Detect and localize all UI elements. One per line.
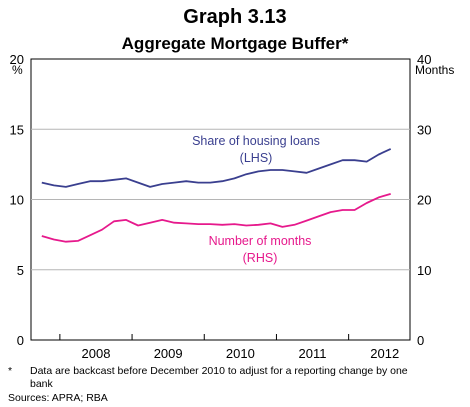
left-tick-label: 10: [10, 193, 24, 208]
right-tick-label: 30: [417, 122, 431, 137]
right-tick-label: 10: [417, 263, 431, 278]
series-label-share: Share of housing loans: [192, 134, 320, 148]
right-tick-label: 40: [417, 52, 431, 67]
footnote-text: Data are backcast before December 2010 t…: [30, 365, 408, 390]
series-axis-label-share: (LHS): [240, 151, 273, 165]
left-tick-label: 15: [10, 122, 24, 137]
series-label-months: Number of months: [209, 234, 312, 248]
series-axis-label-months: (RHS): [243, 251, 278, 265]
right-tick-label: 0: [417, 333, 424, 348]
x-axis-labels: 2008 2009 2010 2011 2012: [82, 346, 400, 361]
left-axis-unit: %: [12, 63, 23, 77]
left-axis-labels: 0 5 10 15 20: [10, 52, 24, 348]
chart-subtitle: Aggregate Mortgage Buffer*: [121, 34, 349, 53]
left-tick-label: 0: [17, 333, 24, 348]
left-tick-label: 20: [10, 52, 24, 67]
x-tick-label: 2011: [299, 346, 327, 361]
series-line-number-of-months: [41, 193, 391, 243]
chart-title: Graph 3.13: [183, 6, 287, 28]
sources-note: Sources: APRA; RBA: [8, 392, 108, 404]
x-tick-label: 2008: [82, 346, 111, 361]
x-tick-label: 2009: [154, 346, 183, 361]
x-tick-label: 2012: [370, 346, 399, 361]
gridlines: [31, 128, 410, 271]
footnote: * Data are backcast before December 2010…: [8, 365, 430, 391]
x-tick-label: 2010: [226, 346, 255, 361]
right-axis-unit: Months: [415, 63, 454, 77]
left-tick-label: 5: [17, 263, 24, 278]
footnote-mark: *: [8, 365, 13, 377]
series-line-share-of-housing-loans: [41, 148, 392, 188]
right-axis-labels: 0 10 20 30 40: [417, 52, 431, 348]
series-lines: [41, 148, 392, 243]
right-tick-label: 20: [417, 193, 431, 208]
x-tick-marks: [59, 334, 350, 340]
